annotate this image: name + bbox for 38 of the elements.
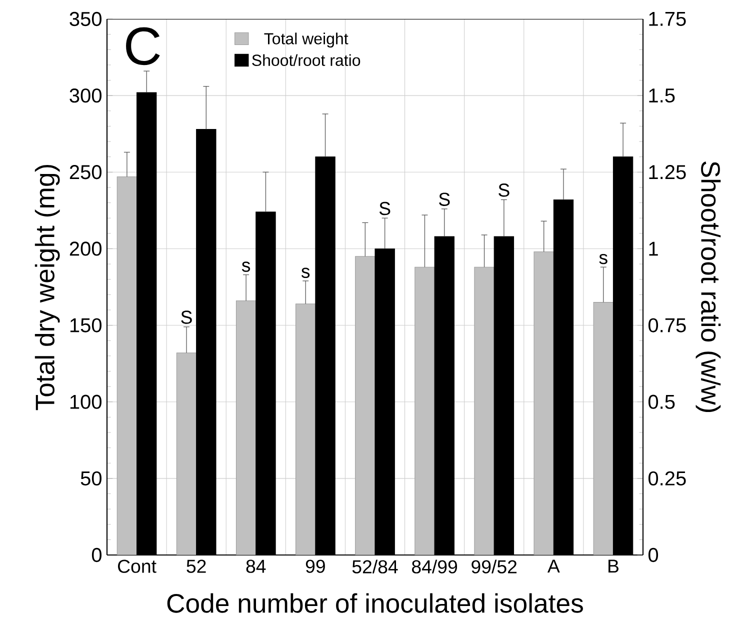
annotation: s xyxy=(301,268,310,278)
x-tick-label: B xyxy=(608,560,618,573)
y-tick-label: 250 xyxy=(70,165,102,180)
y-tick-label: 50 xyxy=(80,471,102,486)
x-tick-label: 52/84 xyxy=(352,560,398,574)
x-tick-label: 99/52 xyxy=(472,560,517,574)
y-tick-label: 100 xyxy=(70,394,102,409)
legend-label: Total weight xyxy=(264,32,348,48)
y2-tick-label: 0.5 xyxy=(648,394,675,409)
x-tick-label: Cont xyxy=(118,560,156,573)
y-tick-label: 300 xyxy=(70,88,102,103)
y-tick-label: 0 xyxy=(92,548,102,562)
y2-tick-label: 0.25 xyxy=(648,471,686,486)
annotation: C xyxy=(126,27,160,66)
y-tick-label: 200 xyxy=(70,242,102,256)
y2-tick-label: 1.75 xyxy=(649,12,686,26)
annotation: S xyxy=(498,184,510,197)
y2-tick-label: 0.75 xyxy=(648,318,686,332)
y2-axis-title: Shoot/root ratio (w/w) xyxy=(696,161,721,412)
y-tick-label: 350 xyxy=(70,12,102,26)
y2-tick-label: 1.5 xyxy=(649,88,675,103)
y2-tick-label: 0 xyxy=(648,548,658,562)
x-tick-label: 99 xyxy=(306,560,325,573)
x-tick-label: A xyxy=(547,560,560,573)
x-axis-title: Code number of inoculated isolates xyxy=(167,593,583,613)
y-axis-title: Total dry weight (mg) xyxy=(34,164,60,410)
legend-label: Shoot/root ratio xyxy=(252,54,360,66)
x-tick-label: 52 xyxy=(186,560,206,573)
y-tick-label: 150 xyxy=(70,318,102,332)
y2-tick-label: 1.25 xyxy=(649,165,686,180)
annotation: S xyxy=(439,192,450,206)
annotation: S xyxy=(379,202,390,216)
annotation: s xyxy=(242,262,250,272)
x-tick-label: 84/99 xyxy=(412,560,458,574)
x-tick-label: 84 xyxy=(246,560,266,573)
annotation: s xyxy=(599,254,608,264)
y2-tick-label: 1 xyxy=(649,242,658,256)
annotation: S xyxy=(181,310,192,324)
